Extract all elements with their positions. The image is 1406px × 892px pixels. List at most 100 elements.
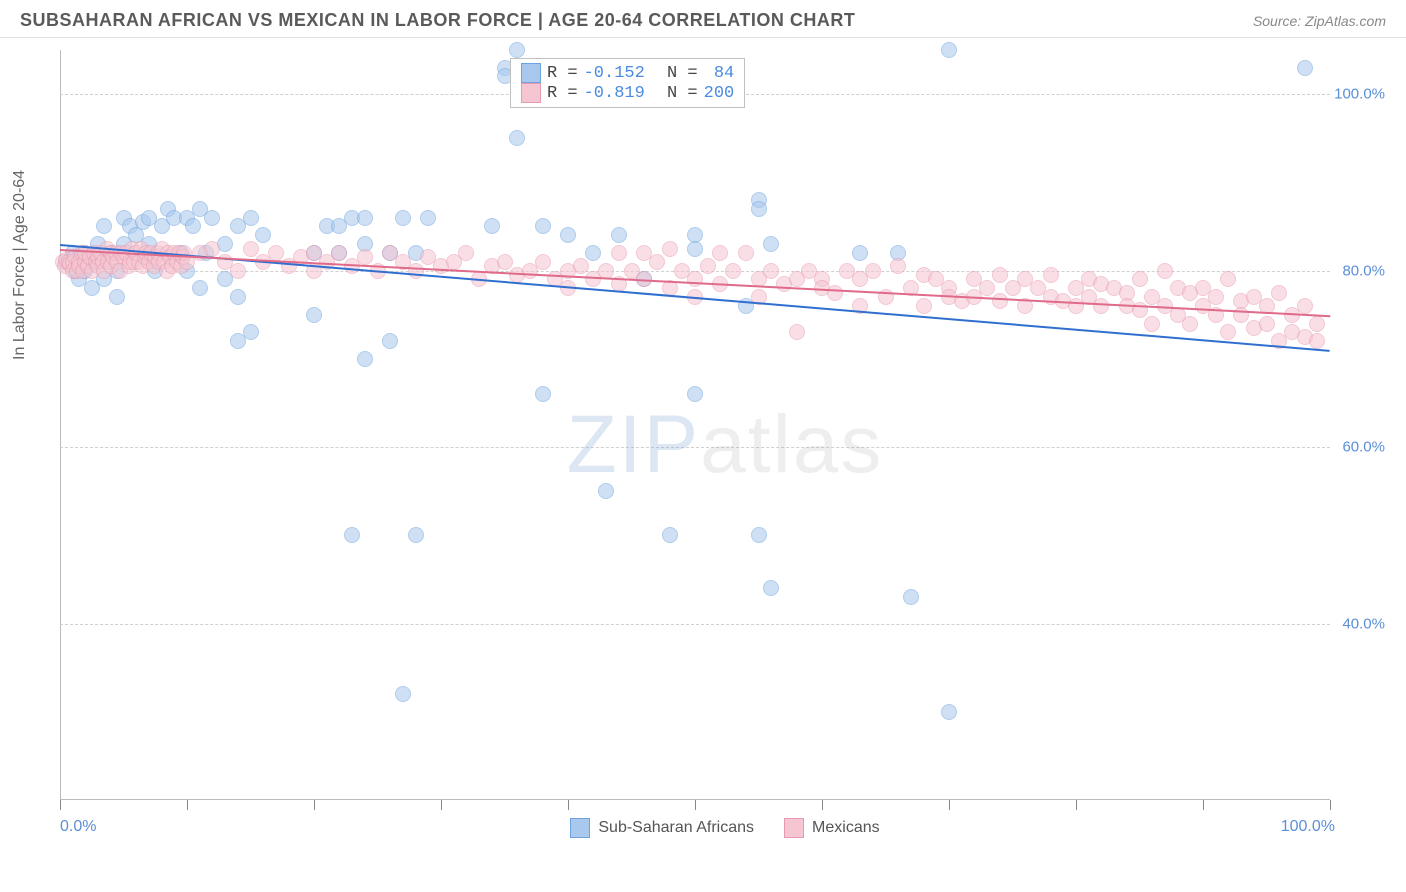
data-point: [789, 324, 805, 340]
data-point: [243, 241, 259, 257]
data-point: [1208, 289, 1224, 305]
data-point: [243, 210, 259, 226]
data-point: [763, 236, 779, 252]
data-point: [941, 42, 957, 58]
data-point: [992, 293, 1008, 309]
data-point: [738, 245, 754, 261]
data-point: [598, 483, 614, 499]
data-point: [700, 258, 716, 274]
data-point: [979, 280, 995, 296]
x-tick: [314, 800, 315, 810]
y-tick-label: 40.0%: [1342, 615, 1385, 632]
legend-item-blue: Sub-Saharan Africans: [570, 818, 754, 838]
legend-swatch-blue: [570, 818, 590, 838]
data-point: [357, 351, 373, 367]
data-point: [96, 218, 112, 234]
data-point: [395, 210, 411, 226]
data-point: [1259, 316, 1275, 332]
data-point: [636, 245, 652, 261]
data-point: [662, 241, 678, 257]
data-point: [331, 245, 347, 261]
data-point: [484, 218, 500, 234]
data-point: [109, 289, 125, 305]
data-point: [1093, 298, 1109, 314]
data-point: [408, 527, 424, 543]
data-point: [458, 245, 474, 261]
data-point: [268, 245, 284, 261]
data-point: [560, 227, 576, 243]
data-point: [185, 218, 201, 234]
data-point: [204, 210, 220, 226]
data-point: [903, 589, 919, 605]
grid-line: [60, 624, 1330, 625]
data-point: [751, 527, 767, 543]
x-tick: [1330, 800, 1331, 810]
correlation-stats-box: R = -0.152 N = 84 R = -0.819 N = 200: [510, 58, 745, 108]
data-point: [255, 227, 271, 243]
data-point: [1220, 271, 1236, 287]
data-point: [611, 245, 627, 261]
data-point: [763, 580, 779, 596]
axis-border: [60, 50, 1330, 800]
y-tick-label: 80.0%: [1342, 262, 1385, 279]
r-value-pink: -0.819: [584, 84, 645, 103]
data-point: [230, 289, 246, 305]
x-tick: [187, 800, 188, 810]
data-point: [865, 263, 881, 279]
data-point: [712, 245, 728, 261]
stat-row-blue: R = -0.152 N = 84: [521, 63, 734, 83]
data-point: [306, 307, 322, 323]
x-tick: [1076, 800, 1077, 810]
data-point: [611, 227, 627, 243]
data-point: [1144, 316, 1160, 332]
y-tick-label: 60.0%: [1342, 439, 1385, 456]
data-point: [192, 280, 208, 296]
data-point: [1182, 316, 1198, 332]
swatch-pink: [521, 83, 541, 103]
data-point: [585, 245, 601, 261]
legend: Sub-Saharan Africans Mexicans: [60, 818, 1390, 838]
data-point: [916, 298, 932, 314]
data-point: [1309, 333, 1325, 349]
data-point: [890, 258, 906, 274]
data-point: [382, 333, 398, 349]
data-point: [725, 263, 741, 279]
data-point: [763, 263, 779, 279]
data-point: [357, 249, 373, 265]
legend-label-pink: Mexicans: [812, 819, 880, 837]
data-point: [992, 267, 1008, 283]
data-point: [535, 386, 551, 402]
data-point: [687, 271, 703, 287]
data-point: [1132, 271, 1148, 287]
data-point: [420, 210, 436, 226]
data-point: [941, 704, 957, 720]
data-point: [1157, 263, 1173, 279]
data-point: [395, 686, 411, 702]
swatch-blue: [521, 63, 541, 83]
x-tick: [60, 800, 61, 810]
data-point: [509, 130, 525, 146]
data-point: [687, 386, 703, 402]
data-point: [509, 42, 525, 58]
x-tick: [568, 800, 569, 810]
x-tick: [441, 800, 442, 810]
data-point: [230, 263, 246, 279]
data-point: [1233, 307, 1249, 323]
data-point: [1043, 267, 1059, 283]
data-point: [344, 527, 360, 543]
data-point: [573, 258, 589, 274]
y-axis-title: In Labor Force | Age 20-64: [11, 170, 29, 360]
x-tick: [1203, 800, 1204, 810]
grid-line: [60, 447, 1330, 448]
n-value-pink: 200: [704, 84, 735, 103]
r-value-blue: -0.152: [584, 64, 645, 83]
data-point: [852, 245, 868, 261]
x-tick: [822, 800, 823, 810]
data-point: [1309, 316, 1325, 332]
chart-title: SUBSAHARAN AFRICAN VS MEXICAN IN LABOR F…: [20, 10, 855, 31]
data-point: [827, 285, 843, 301]
legend-swatch-pink: [784, 818, 804, 838]
x-tick: [695, 800, 696, 810]
data-point: [204, 241, 220, 257]
legend-item-pink: Mexicans: [784, 818, 880, 838]
